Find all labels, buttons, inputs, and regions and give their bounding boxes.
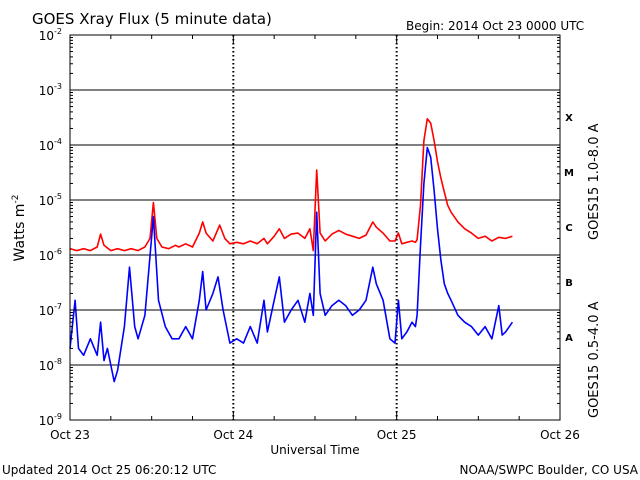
y-tick-label: 10-4 [39, 137, 62, 153]
flare-class-c: C [565, 223, 572, 234]
flare-class-x: X [565, 113, 573, 124]
y-tick-labels: 10-2 10-3 10-4 10-5 10-6 10-7 10-8 10-9 [39, 27, 62, 428]
flare-class-labels: X M C B A [564, 113, 574, 344]
series-line-1 [69, 146, 514, 383]
y-tick-label: 10-2 [39, 27, 62, 43]
x-axis-label: Universal Time [270, 443, 359, 457]
series-line-0 [69, 118, 513, 252]
gridlines [70, 35, 560, 420]
series-layer [69, 118, 514, 383]
x-tick-label: Oct 26 [540, 428, 580, 442]
chart-title: GOES Xray Flux (5 minute data) [32, 10, 272, 28]
y-tick-label: 10-5 [39, 192, 62, 208]
axis-ticks [69, 34, 561, 421]
updated-timestamp: Updated 2014 Oct 25 06:20:12 UTC [2, 463, 216, 477]
y-tick-label: 10-7 [39, 302, 62, 318]
y-tick-label: 10-3 [39, 82, 62, 98]
legend-long-channel: GOES15 1.0-8.0 A [587, 123, 602, 240]
data-source: NOAA/SWPC Boulder, CO USA [460, 463, 639, 477]
flare-class-m: M [564, 168, 574, 179]
x-tick-label: Oct 23 [50, 428, 90, 442]
legend-short-channel: GOES15 0.5-4.0 A [587, 301, 602, 418]
y-tick-label: 10-8 [39, 357, 62, 373]
y-tick-label: 10-9 [39, 412, 62, 428]
y-tick-label: 10-6 [39, 247, 62, 263]
begin-label: Begin: 2014 Oct 23 0000 UTC [406, 19, 584, 33]
x-tick-label: Oct 24 [213, 428, 253, 442]
flare-class-b: B [565, 278, 573, 289]
x-tick-labels: Oct 23 Oct 24 Oct 25 Oct 26 [50, 428, 580, 442]
y-axis-label: Watts m-2 [11, 195, 28, 262]
flare-class-a: A [565, 333, 573, 344]
x-tick-label: Oct 25 [377, 428, 417, 442]
